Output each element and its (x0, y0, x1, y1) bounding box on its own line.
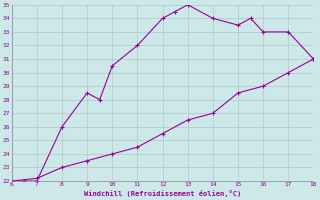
X-axis label: Windchill (Refroidissement éolien,°C): Windchill (Refroidissement éolien,°C) (84, 190, 241, 197)
